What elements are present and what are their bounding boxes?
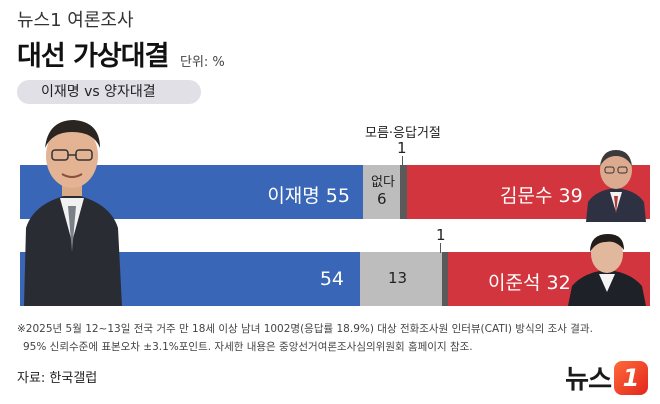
callout-dontknow-1: 1 (397, 139, 407, 157)
brand-heading: 뉴스1 여론조사 (17, 10, 134, 31)
leader-line-2 (440, 243, 441, 253)
portrait-lee-jae-myung (20, 110, 124, 306)
label-none-1: 6 (377, 190, 387, 208)
label-rival-2: 이준석 32 (488, 272, 571, 294)
label-lee-1: 이재명 55 (267, 185, 350, 207)
label-lee-2: 54 (319, 268, 344, 290)
bar-none-2 (360, 252, 443, 306)
leader-line-1 (402, 156, 403, 166)
label-none-title-1: 없다 (371, 175, 395, 190)
source-text: 자료: 한국갤럽 (17, 371, 98, 386)
bar-none-1 (363, 165, 401, 219)
label-rival-1: 김문수 39 (500, 185, 583, 207)
portrait-lee-jun-seok (566, 226, 648, 306)
unit-label: 단위: % (180, 55, 225, 70)
callout-dontknow-title: 모름·응답거절 (365, 126, 441, 141)
bar-dontknow-1 (400, 165, 407, 219)
news1-logo: 뉴스 1 (565, 359, 648, 396)
matchup-badge: 이재명 vs 양자대결 (17, 80, 201, 104)
logo-mark: 1 (614, 360, 648, 395)
bar-dontknow-2 (442, 252, 449, 306)
page-title: 대선 가상대결 (17, 41, 169, 72)
portrait-kim-moon-soo (584, 140, 648, 222)
callout-dontknow-2: 1 (436, 226, 446, 244)
footnote-line-1: ※2025년 5월 12~13일 전국 거주 만 18세 이상 남녀 1002명… (17, 323, 593, 335)
footnote-line-2: 95% 신뢰수준에 표본오차 ±3.1%포인트. 자세한 내용은 중앙선거여론조… (23, 341, 473, 353)
label-none-2: 13 (388, 269, 408, 287)
logo-text: 뉴스 (565, 365, 612, 395)
